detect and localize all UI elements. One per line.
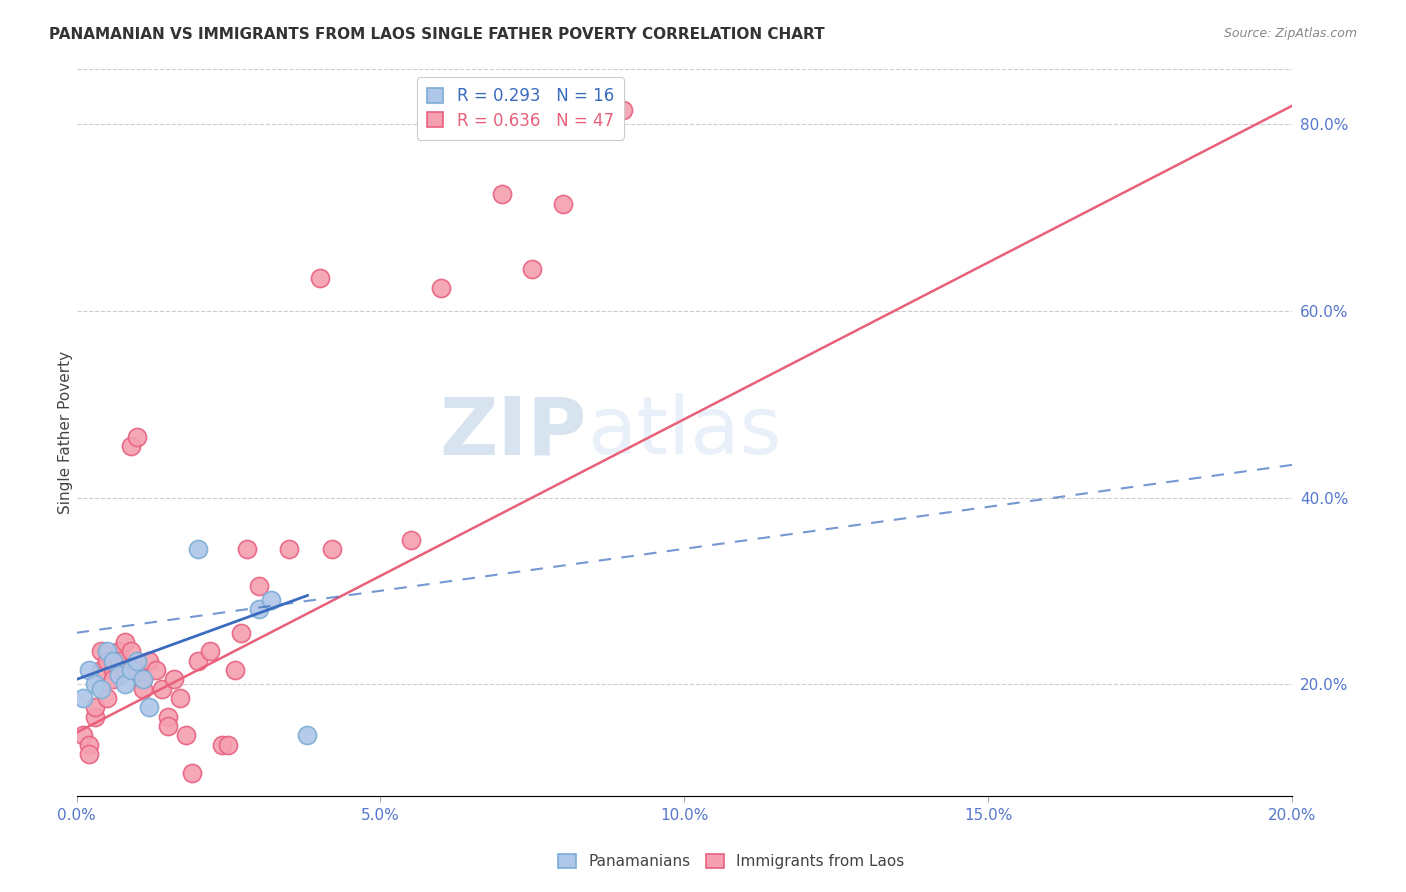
- Point: [200, 644, 222, 658]
- Text: ZIP: ZIP: [440, 393, 588, 471]
- Point: [96, 691, 118, 706]
- Point: [163, 673, 186, 687]
- Point: [114, 663, 136, 677]
- Point: [278, 541, 301, 556]
- Point: [77, 747, 100, 761]
- Point: [522, 262, 544, 277]
- Point: [218, 738, 240, 752]
- Point: [72, 691, 94, 706]
- Legend: R = 0.293   N = 16, R = 0.636   N = 47: R = 0.293 N = 16, R = 0.636 N = 47: [416, 77, 624, 139]
- Point: [72, 728, 94, 742]
- Point: [83, 700, 105, 714]
- Point: [224, 663, 246, 677]
- Point: [132, 681, 155, 696]
- Point: [169, 691, 191, 706]
- Point: [174, 728, 197, 742]
- Point: [127, 430, 149, 444]
- Point: [260, 593, 283, 607]
- Point: [138, 700, 160, 714]
- Point: [77, 738, 100, 752]
- Point: [90, 644, 112, 658]
- Point: [181, 765, 204, 780]
- Point: [101, 663, 124, 677]
- Point: [156, 719, 179, 733]
- Point: [145, 663, 167, 677]
- Point: [612, 103, 634, 118]
- Text: Source: ZipAtlas.com: Source: ZipAtlas.com: [1223, 27, 1357, 40]
- Point: [551, 196, 574, 211]
- Point: [132, 673, 155, 687]
- Point: [229, 625, 252, 640]
- Point: [132, 673, 155, 687]
- Point: [108, 667, 131, 681]
- Point: [108, 654, 131, 668]
- Point: [83, 677, 105, 691]
- Point: [321, 541, 343, 556]
- Point: [96, 644, 118, 658]
- Point: [187, 654, 209, 668]
- Point: [120, 644, 142, 658]
- Point: [235, 541, 257, 556]
- Point: [101, 673, 124, 687]
- Point: [90, 663, 112, 677]
- Point: [187, 541, 209, 556]
- Point: [127, 663, 149, 677]
- Point: [90, 681, 112, 696]
- Point: [120, 663, 142, 677]
- Point: [127, 654, 149, 668]
- Point: [247, 579, 270, 593]
- Legend: Panamanians, Immigrants from Laos: Panamanians, Immigrants from Laos: [551, 848, 911, 875]
- Point: [83, 709, 105, 723]
- Point: [120, 439, 142, 453]
- Point: [114, 677, 136, 691]
- Point: [101, 654, 124, 668]
- Point: [491, 187, 513, 202]
- Point: [297, 728, 319, 742]
- Point: [211, 738, 233, 752]
- Point: [114, 635, 136, 649]
- Point: [77, 663, 100, 677]
- Point: [247, 602, 270, 616]
- Y-axis label: Single Father Poverty: Single Father Poverty: [58, 351, 73, 514]
- Point: [108, 644, 131, 658]
- Point: [156, 709, 179, 723]
- Point: [96, 654, 118, 668]
- Point: [430, 281, 453, 295]
- Point: [150, 681, 173, 696]
- Text: PANAMANIAN VS IMMIGRANTS FROM LAOS SINGLE FATHER POVERTY CORRELATION CHART: PANAMANIAN VS IMMIGRANTS FROM LAOS SINGL…: [49, 27, 825, 42]
- Point: [138, 654, 160, 668]
- Text: atlas: atlas: [588, 393, 782, 471]
- Point: [308, 271, 330, 285]
- Point: [399, 533, 422, 547]
